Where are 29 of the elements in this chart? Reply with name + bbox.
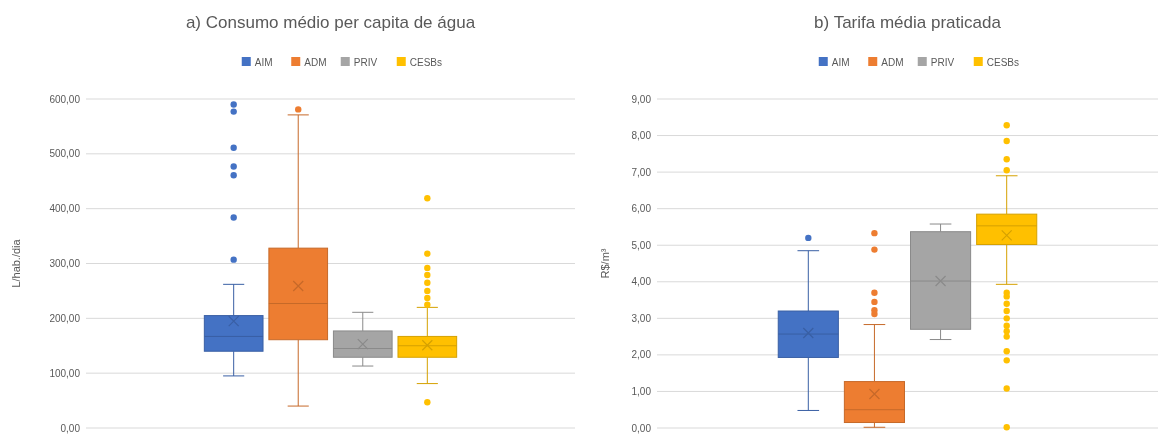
legend-label: AIM bbox=[831, 57, 850, 68]
y-tick-label: 6,00 bbox=[631, 203, 652, 215]
y-tick-label: 8,00 bbox=[631, 130, 652, 142]
y-tick-label: 4,00 bbox=[631, 276, 652, 288]
legend-label: AIM bbox=[254, 57, 273, 68]
y-tick-label: 0,00 bbox=[60, 422, 81, 434]
legend-label: PRIV bbox=[353, 57, 378, 68]
y-axis-title: L/hab./dia bbox=[10, 238, 22, 288]
y-tick-label: 0,00 bbox=[631, 422, 652, 434]
legend-label: PRIV bbox=[930, 57, 955, 68]
y-tick-label: 5,00 bbox=[631, 239, 652, 251]
y-tick-label: 2,00 bbox=[631, 349, 652, 361]
y-tick-label: 500,00 bbox=[49, 148, 81, 160]
chart-title: a) Consumo médio per capita de água bbox=[185, 13, 476, 32]
legend-label: ADM bbox=[881, 57, 904, 68]
legend-label: CESBs bbox=[409, 57, 442, 68]
y-tick-label: 200,00 bbox=[49, 312, 81, 324]
y-tick-label: 600,00 bbox=[49, 93, 81, 105]
y-tick-label: 1,00 bbox=[631, 385, 652, 397]
chart-title: b) Tarifa média praticada bbox=[814, 13, 1002, 32]
y-axis-title: R$/m³ bbox=[599, 248, 611, 279]
legend-label: ADM bbox=[304, 57, 327, 68]
legend-label: CESBs bbox=[986, 57, 1019, 68]
y-tick-label: 100,00 bbox=[49, 367, 81, 379]
y-tick-label: 400,00 bbox=[49, 203, 81, 215]
y-tick-label: 9,00 bbox=[631, 93, 652, 105]
y-tick-label: 3,00 bbox=[631, 312, 652, 324]
y-tick-label: 300,00 bbox=[49, 258, 81, 269]
y-tick-label: 7,00 bbox=[631, 166, 652, 178]
